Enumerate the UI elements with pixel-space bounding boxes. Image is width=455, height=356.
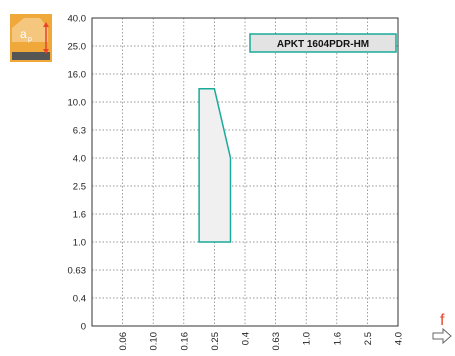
data-region <box>198 87 232 243</box>
y-tick-label: 2.5 <box>73 182 86 193</box>
y-tick-label: 40.0 <box>68 14 87 25</box>
application-range-region <box>198 87 232 243</box>
y-axis-symbol: a <box>20 27 27 41</box>
legend-box <box>249 33 397 53</box>
x-tick-label: 0.06 <box>118 332 129 351</box>
legend-label: APKT 1604PDR-HM <box>277 39 369 50</box>
x-tick-label: 0.4 <box>241 332 252 345</box>
x-axis-symbol: f <box>440 312 445 329</box>
right-arrow-icon <box>432 327 452 345</box>
y-tick-label: 1.0 <box>73 238 86 249</box>
x-tick-label: 4.0 <box>394 332 405 345</box>
y-tick-label: 0.4 <box>73 294 86 305</box>
x-tick-label: 0.63 <box>271 332 282 351</box>
depth-of-cut-icon: a p <box>10 14 52 62</box>
x-tick-label: 0.10 <box>149 332 160 351</box>
y-tick-label: 10.0 <box>68 98 87 109</box>
y-tick-label: 25.0 <box>68 42 87 53</box>
x-tick-label: 0.25 <box>210 332 221 351</box>
y-tick-label: 0.63 <box>68 266 87 277</box>
plot-border <box>91 17 399 327</box>
x-tick-label: 1.0 <box>302 332 313 345</box>
x-tick-labels: 0.06 0.10 0.16 0.25 0.4 0.63 1.0 1.6 2.5 4.0 <box>118 332 404 351</box>
legend: APKT 1604PDR-HM <box>249 33 397 53</box>
y-tick-label: 4.0 <box>73 154 86 165</box>
y-tick-label: 16.0 <box>68 70 87 81</box>
x-tick-label: 0.16 <box>179 332 190 351</box>
y-tick-label: 0 <box>81 322 86 333</box>
x-tick-label: 1.6 <box>332 332 343 345</box>
x-axis-symbol-group: f <box>432 312 452 345</box>
y-axis-symbol-sub: p <box>28 36 32 43</box>
plot-frame <box>91 17 399 327</box>
x-tick-label: 2.5 <box>363 332 374 345</box>
y-tick-label: 1.6 <box>73 210 86 221</box>
y-tick-labels: 0 0.4 0.63 1.0 1.6 2.5 4.0 6.3 10.0 16.0 25.0 40.0 <box>68 14 87 333</box>
y-tick-label: 6.3 <box>73 126 86 137</box>
grid-lines <box>92 18 398 326</box>
